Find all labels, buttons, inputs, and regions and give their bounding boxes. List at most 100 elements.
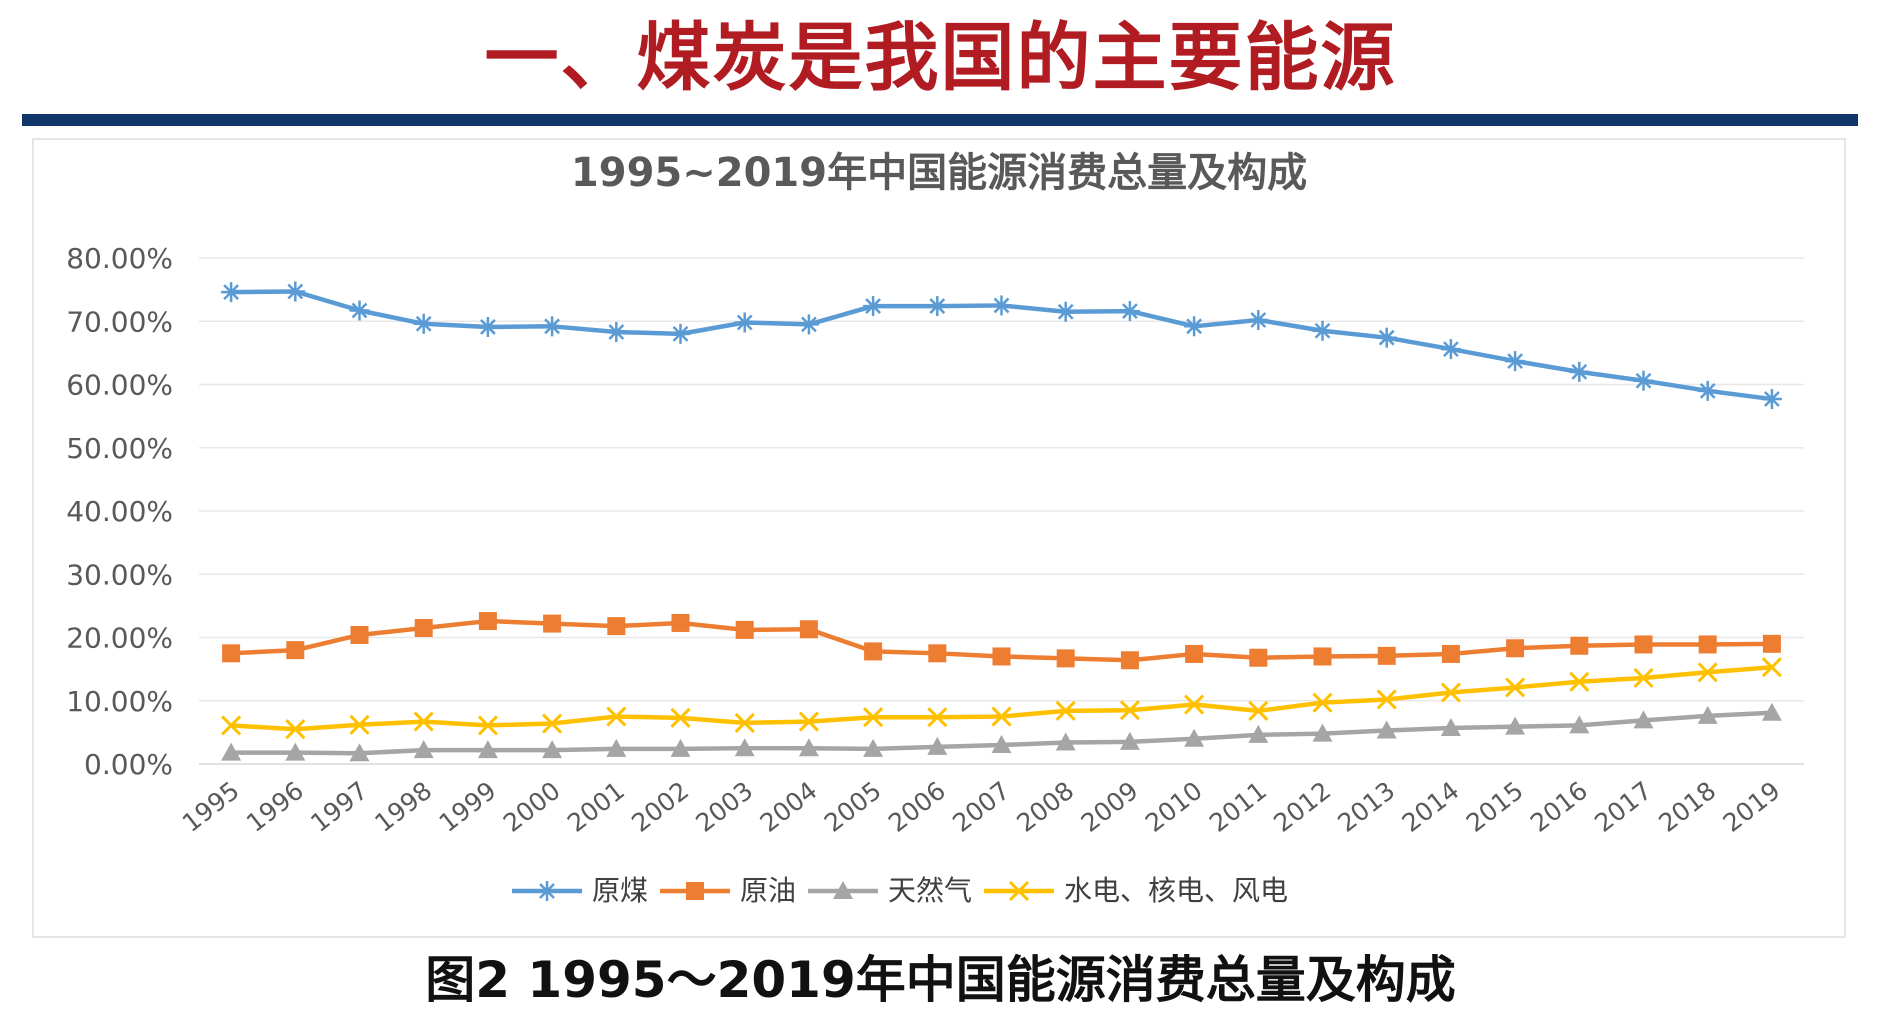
y-tick-label: 60.00% [66,369,173,402]
data-point [1055,700,1076,721]
legend-marker [1008,880,1030,902]
x-tick-label: 2014 [1397,776,1465,838]
data-point [349,714,370,735]
legend-label: 水电、核电、风电 [1064,874,1288,907]
data-point [991,706,1012,727]
data-point [1119,700,1140,721]
legend-marker [537,881,557,901]
data-point [477,715,498,736]
data-point [285,281,306,302]
data-point [1634,635,1653,654]
data-point [799,620,818,639]
data-point [1440,339,1461,360]
y-tick-label: 0.00% [84,748,173,781]
legend: 原煤 原油 天然气 水电、核电、风电 [512,874,1288,907]
data-point [735,620,754,639]
x-tick-label: 2002 [626,776,694,838]
data-point [927,736,948,755]
data-point [606,322,627,343]
data-point [991,295,1012,316]
x-tick-label: 2000 [498,776,566,838]
data-point [1377,646,1396,665]
data-point [670,323,691,344]
data-point [478,612,497,631]
chart-frame: 1995~2019年中国能源消费总量及构成 0.00% 10.00% 20.00% 3… [32,138,1846,938]
data-point [1697,705,1718,724]
x-tick-label: 1996 [241,776,309,838]
data-point [543,614,562,633]
data-point [1055,732,1076,751]
x-tick-label: 2009 [1076,776,1144,838]
legend-item: 水电、核电、风电 [984,874,1288,907]
data-point [927,707,948,728]
data-point [1312,320,1333,341]
slide-title: 一、煤炭是我国的主要能源 [484,15,1397,101]
data-point [992,647,1011,666]
x-tick-label: 2012 [1268,776,1336,838]
data-point [350,625,369,644]
data-point [1055,301,1076,322]
data-point [221,742,242,761]
legend-label: 原煤 [592,874,648,907]
series-2 [222,612,1781,670]
data-point [1376,327,1397,348]
y-tick-label: 10.00% [66,685,173,718]
data-point [1633,710,1654,729]
data-point [798,314,819,335]
data-point [542,713,563,734]
data-point [1248,309,1269,330]
data-point [542,316,563,337]
title-divider [22,114,1858,126]
legend-marker [833,881,853,899]
x-axis-ticks: 1995199619971998199920002001200220032004… [177,776,1786,838]
x-tick-label: 2017 [1589,776,1657,838]
data-point [222,644,241,663]
data-point [1376,720,1397,739]
data-point [542,740,563,759]
data-point [1761,702,1782,721]
x-tick-label: 2013 [1332,776,1400,838]
data-point [286,641,305,660]
data-point [285,719,306,740]
data-point [606,706,627,727]
data-point [1376,689,1397,710]
data-point [1184,316,1205,337]
data-point [1313,647,1332,666]
x-tick-label: 2011 [1204,776,1272,838]
legend-label: 原油 [740,874,796,907]
data-point [798,738,819,757]
x-tick-label: 2016 [1525,776,1593,838]
data-point [1312,692,1333,713]
data-point [927,296,948,317]
x-tick-label: 2003 [690,776,758,838]
data-point [863,738,884,757]
data-point [734,738,755,757]
data-point [413,313,434,334]
data-point [349,743,370,762]
chart-title: 1995~2019年中国能源消费总量及构成 [571,150,1307,196]
data-point [1120,651,1139,670]
x-tick-label: 2015 [1461,776,1529,838]
data-point [1248,724,1269,743]
data-point [413,711,434,732]
data-point [477,740,498,759]
y-tick-label: 20.00% [66,622,173,655]
data-point [221,715,242,736]
data-point [864,642,883,661]
data-point [1184,728,1205,747]
x-tick-label: 1997 [305,776,373,838]
data-point [1569,671,1590,692]
legend-label: 天然气 [888,874,972,907]
data-point [670,707,691,728]
y-tick-label: 70.00% [66,305,173,338]
data-point [1761,657,1782,678]
data-point [863,296,884,317]
data-point [1119,301,1140,322]
data-point [1633,667,1654,689]
data-point [1119,731,1140,750]
data-point [863,707,884,728]
data-point [349,300,370,321]
x-tick-label: 2019 [1718,776,1786,838]
series-line [230,664,1773,732]
x-tick-label: 2006 [883,776,951,838]
